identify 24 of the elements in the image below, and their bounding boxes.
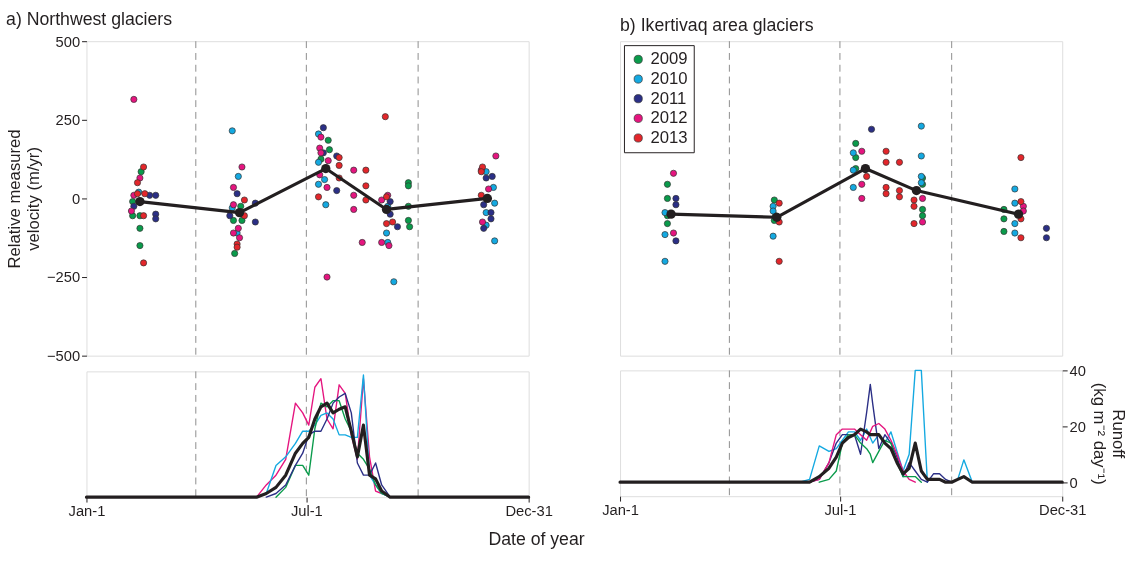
legend-label: 2013: [650, 127, 688, 147]
x-tick-label: Dec-31: [1039, 502, 1087, 519]
chart-title: a) Northwest glaciers: [6, 8, 173, 29]
y-tick-label: 0: [71, 190, 81, 207]
chart-title: b) Ikertivaq area glaciers: [620, 14, 814, 35]
y2-tick-label: 0: [1069, 474, 1078, 491]
x-tick-label: Jan-1: [68, 503, 106, 520]
x-tick-label: Jul-1: [824, 502, 857, 519]
y-tick-label: −500: [46, 348, 81, 365]
y2-tick-label: 20: [1069, 418, 1086, 435]
y-tick-label: 250: [55, 112, 81, 129]
legend-label: 2009: [650, 49, 688, 69]
x-axis-title: Date of year: [488, 528, 585, 549]
x-tick-label: Dec-31: [505, 503, 553, 520]
x-tick-label: Jul-1: [290, 503, 323, 520]
y2-axis-title: Runoff (kg m⁻² day⁻¹): [1089, 382, 1128, 485]
x-tick-label: Jan-1: [602, 502, 639, 519]
y-tick-label: −250: [46, 269, 81, 286]
y-axis-title: Relative measured velocity (m/yr): [5, 129, 44, 269]
legend-label: 2010: [650, 68, 688, 88]
y-tick-label: 500: [55, 33, 81, 50]
legend-label: 2011: [650, 88, 687, 108]
legend-label: 2012: [650, 108, 688, 128]
y2-tick-label: 40: [1069, 362, 1086, 379]
